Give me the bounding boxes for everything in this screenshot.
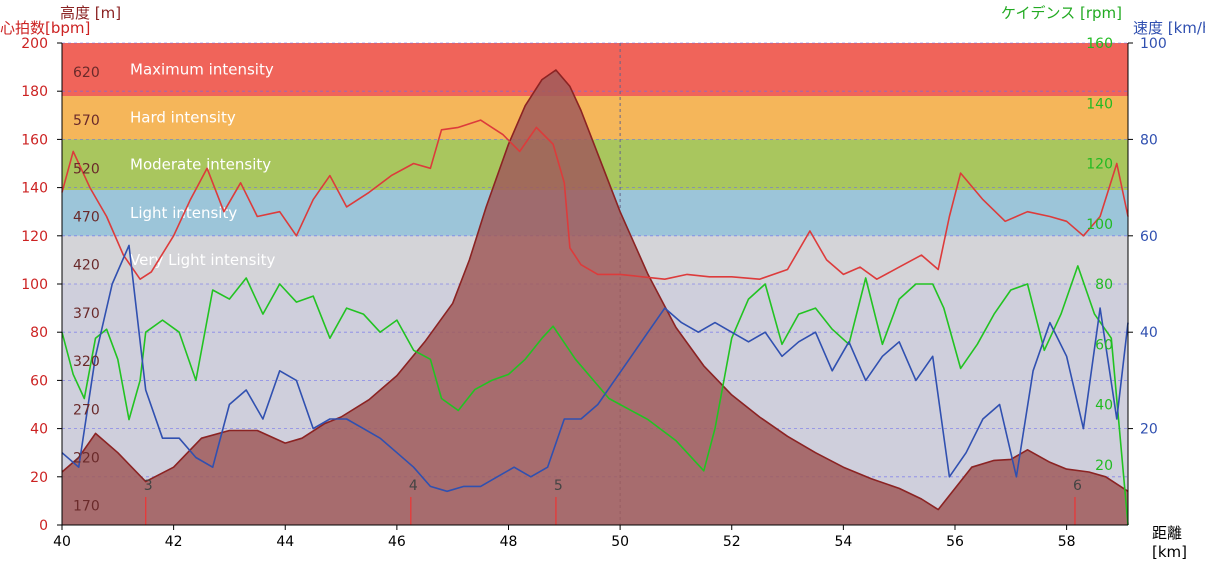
hr-tick-label-10: 200 xyxy=(21,36,48,52)
x-tick-label-9: 58 xyxy=(1058,534,1076,550)
series-line-0 xyxy=(61,69,1129,511)
cad-tick-label-0: 20 xyxy=(1095,458,1113,474)
alt-tick-label-7: 520 xyxy=(73,161,100,177)
series-line-2 xyxy=(61,265,1129,526)
x-tick-label-2: 44 xyxy=(276,534,294,550)
lap-marker-label-1: 4 xyxy=(409,478,418,494)
zone-band-1 xyxy=(62,96,1128,140)
cad-tick-label-4: 100 xyxy=(1086,217,1113,233)
series-line-3 xyxy=(61,244,1129,493)
cad-tick-label-7: 160 xyxy=(1086,36,1113,52)
alt-tick-label-3: 320 xyxy=(73,354,100,370)
zone-label-2: Moderate intensity xyxy=(130,156,271,174)
hr-tick-label-7: 140 xyxy=(21,181,48,197)
speed-axis-title: 速度 [km/h] xyxy=(1133,19,1205,37)
alt-tick-label-8: 570 xyxy=(73,113,100,129)
x-tick-label-8: 56 xyxy=(946,534,964,550)
x-tick-label-1: 42 xyxy=(165,534,183,550)
x-tick-label-4: 48 xyxy=(500,534,518,550)
speed-tick-label-2: 60 xyxy=(1140,229,1158,245)
cadence-axis-title: ケイデンス [rpm] xyxy=(1001,4,1122,22)
alt-tick-label-6: 470 xyxy=(73,210,100,226)
x-tick-label-7: 54 xyxy=(834,534,852,550)
hr-tick-label-6: 120 xyxy=(21,229,48,245)
series-area-0 xyxy=(62,70,1128,525)
hr-tick-label-0: 0 xyxy=(39,518,48,534)
cad-tick-label-6: 140 xyxy=(1086,96,1113,112)
axes: 0204060801001201401601802001702202703203… xyxy=(21,36,1166,550)
x-tick-label-5: 50 xyxy=(611,534,629,550)
hr-tick-label-4: 80 xyxy=(30,325,48,341)
cad-tick-label-3: 80 xyxy=(1095,277,1113,293)
series-line-1 xyxy=(61,119,1129,281)
x-axis-unit: [km] xyxy=(1152,543,1187,561)
lap-marker-label-0: 3 xyxy=(144,478,153,494)
hr-tick-label-5: 100 xyxy=(21,277,48,293)
x-tick-label-0: 40 xyxy=(53,534,71,550)
alt-tick-label-1: 220 xyxy=(73,451,100,467)
speed-tick-label-1: 40 xyxy=(1140,325,1158,341)
alt-tick-label-9: 620 xyxy=(73,65,100,81)
hr-axis-title: 心拍数[bpm] xyxy=(0,19,90,37)
cad-tick-label-5: 120 xyxy=(1086,157,1113,173)
alt-tick-label-4: 370 xyxy=(73,306,100,322)
speed-tick-label-3: 80 xyxy=(1140,132,1158,148)
x-tick-label-3: 46 xyxy=(388,534,406,550)
speed-tick-label-4: 100 xyxy=(1140,36,1167,52)
alt-tick-label-5: 420 xyxy=(73,258,100,274)
hr-tick-label-2: 40 xyxy=(30,422,48,438)
hr-tick-label-8: 160 xyxy=(21,132,48,148)
hr-tick-label-3: 60 xyxy=(30,373,48,389)
lap-marker-label-3: 6 xyxy=(1073,478,1082,494)
zone-band-0 xyxy=(62,43,1128,97)
x-tick-label-6: 52 xyxy=(723,534,741,550)
alt-tick-label-0: 170 xyxy=(73,499,100,515)
hr-tick-label-1: 20 xyxy=(30,470,48,486)
axis-titles: 高度 [m] 心拍数[bpm] ケイデンス [rpm] 速度 [km/h] 距離… xyxy=(0,4,1205,561)
cad-tick-label-2: 60 xyxy=(1095,337,1113,353)
lap-marker-label-2: 5 xyxy=(554,478,563,494)
zone-label-1: Hard intensity xyxy=(130,109,236,127)
lap-markers: 3 4 5 6 xyxy=(144,478,1082,525)
hr-tick-label-9: 180 xyxy=(21,84,48,100)
alt-axis-title: 高度 [m] xyxy=(60,4,121,22)
cad-tick-label-1: 40 xyxy=(1095,398,1113,414)
x-axis-title: 距離 xyxy=(1152,524,1182,542)
alt-tick-label-2: 270 xyxy=(73,402,100,418)
zone-label-4: Very Light intensity xyxy=(130,251,275,269)
speed-tick-label-0: 20 xyxy=(1140,422,1158,438)
series-layer xyxy=(61,69,1129,526)
zone-label-0: Maximum intensity xyxy=(130,61,274,79)
